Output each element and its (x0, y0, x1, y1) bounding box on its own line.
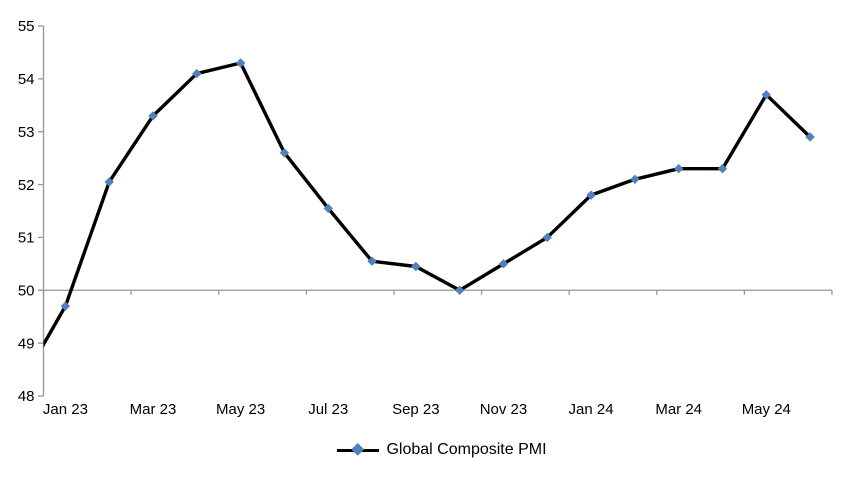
x-axis-tick-label: May 24 (742, 401, 791, 418)
data-point-marker (104, 177, 114, 187)
legend-diamond-icon (351, 443, 365, 457)
x-axis-tick-label: May 23 (216, 401, 265, 418)
data-point-marker (323, 203, 333, 214)
data-point-marker (717, 164, 728, 174)
data-point-marker (805, 132, 815, 142)
y-axis-tick-label: 51 (18, 230, 35, 247)
data-point-marker (542, 232, 552, 243)
y-axis-tick-label: 52 (18, 177, 35, 194)
data-point-marker (498, 259, 509, 269)
data-point-marker (411, 261, 421, 272)
data-point-marker (586, 190, 596, 200)
data-point-marker (279, 148, 290, 158)
y-axis-tick-label: 53 (18, 124, 35, 141)
data-point-marker (761, 90, 771, 100)
data-point-marker (630, 174, 640, 184)
legend-key (337, 443, 380, 457)
x-axis-tick-label: Jan 24 (569, 401, 614, 418)
data-point-marker (454, 285, 465, 295)
x-axis-tick-label: Mar 23 (130, 401, 177, 418)
x-axis-tick-label: Nov 23 (480, 401, 528, 418)
y-axis-tick-label: 50 (18, 282, 35, 299)
data-point-marker (60, 301, 71, 311)
x-axis-tick-label: Jul 23 (308, 401, 348, 418)
y-axis-tick-label: 49 (18, 335, 35, 352)
x-axis-tick-label: Sep 23 (392, 401, 440, 418)
pmi-line-chart: 48 49 50 51 52 53 54 55 Jan 23 Mar 23 May 23 Jul 23… (18, 18, 833, 418)
x-axis-tick-label: Mar 24 (655, 401, 702, 418)
data-point-marker (235, 58, 246, 68)
x-axis-tick-label: Jan 23 (43, 401, 88, 418)
y-axis-tick-label: 54 (18, 71, 35, 88)
data-point-marker (367, 256, 377, 266)
chart-legend: Global Composite PMI (16, 438, 852, 462)
pmi-series-line (43, 61, 812, 348)
legend-label: Global Composite PMI (386, 441, 547, 458)
data-point-marker (192, 68, 202, 79)
data-point-marker (148, 111, 158, 121)
y-axis-tick-label: 48 (18, 388, 35, 405)
y-axis-tick-label: 55 (18, 18, 35, 35)
data-point-marker (673, 164, 684, 174)
